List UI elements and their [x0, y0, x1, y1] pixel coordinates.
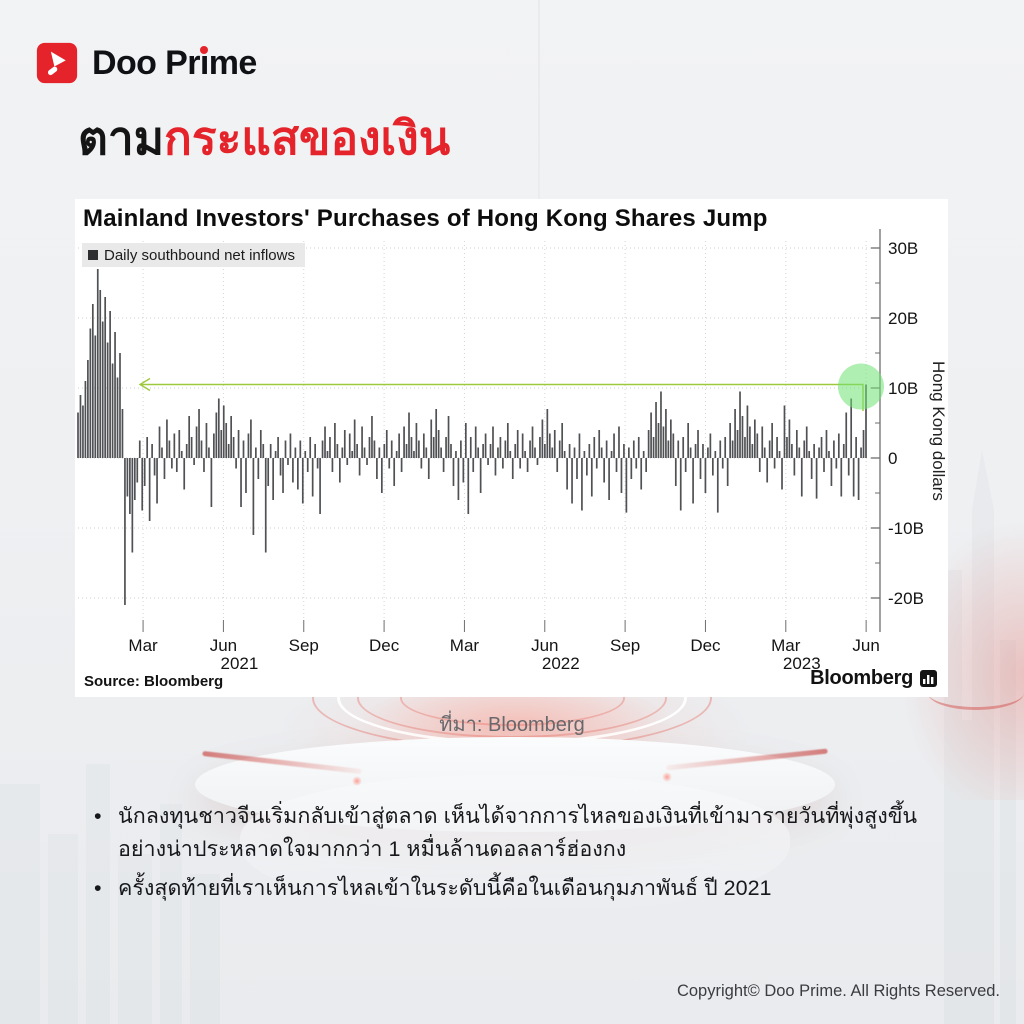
chart-card: 30B 20B 10B 0 -10B -20B Mar Jun 2021 Sep Dec Mar Jun… [75, 199, 948, 697]
x-tick-label: Dec [690, 636, 721, 655]
chart-title: Mainland Investors' Purchases of Hong Ko… [83, 205, 768, 232]
chart-source-label: Source: Bloomberg [84, 673, 224, 690]
logo-text: Doo Prıme [92, 43, 257, 82]
legend-swatch-icon [88, 250, 98, 260]
x-year-label: 2022 [542, 654, 580, 673]
highlight-circle [838, 363, 884, 410]
x-tick-label: Sep [289, 636, 319, 655]
y-tick-label: -20B [888, 589, 924, 608]
bullet-item: นักลงทุนชาวจีนเริ่มกลับเข้าสู่ตลาด เห็นไ… [88, 800, 948, 865]
right-edge-red-arc [928, 676, 1024, 710]
bloomberg-terminal-icon [920, 670, 937, 687]
y-tick-label: 30B [888, 239, 918, 258]
chart-caption: ที่มา: Bloomberg [439, 714, 585, 736]
podium-glow-dot-left [352, 776, 362, 786]
y-tick-label: -10B [888, 519, 924, 538]
x-year-label: 2023 [783, 654, 821, 673]
page-title-red: กระแสของเงิน [164, 112, 451, 164]
x-tick-label: Jun [531, 636, 558, 655]
bloomberg-brand: Bloomberg [810, 667, 937, 690]
page-title-black: ตาม [78, 112, 165, 164]
x-tick-label: Jun [852, 636, 879, 655]
legend-label: Daily southbound net inflows [104, 246, 295, 264]
bullet-item: ครั้งสุดท้ายที่เราเห็นการไหลเข้าในระดับน… [88, 872, 948, 905]
x-tick-label: Jun [210, 636, 237, 655]
x-tick-label: Mar [128, 636, 158, 655]
y-tick-label: 20B [888, 309, 918, 328]
x-tick-label: Mar [450, 636, 480, 655]
bullet-list: นักลงทุนชาวจีนเริ่มกลับเข้าสู่ตลาด เห็นไ… [88, 800, 948, 912]
x-tick-label: Mar [771, 636, 801, 655]
doo-prime-logo: Doo Prıme [36, 42, 257, 84]
bars [77, 269, 867, 605]
bloomberg-wordmark: Bloomberg [810, 667, 913, 689]
x-year-label: 2021 [221, 654, 259, 673]
y-tick-label: 10B [888, 379, 918, 398]
chart-legend: Daily southbound net inflows [82, 243, 305, 267]
x-tick-label: Sep [610, 636, 640, 655]
level-arrow-head [138, 377, 151, 392]
copyright-text: Copyright© Doo Prime. All Rights Reserve… [676, 982, 1000, 1000]
y-tick-label: 0 [888, 449, 897, 468]
doo-prime-logo-icon [36, 42, 78, 84]
podium-glow-dot-right [662, 772, 672, 782]
x-tick-label: Dec [369, 636, 400, 655]
y-axis-title: Hong Kong dollars [929, 361, 948, 501]
page-title: ตามกระแสของเงิน [78, 112, 450, 165]
